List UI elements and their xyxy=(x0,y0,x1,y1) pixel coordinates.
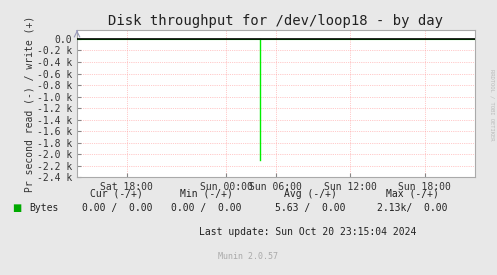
Text: ■: ■ xyxy=(12,203,22,213)
Text: 0.00 /  0.00: 0.00 / 0.00 xyxy=(171,203,242,213)
Text: 5.63 /  0.00: 5.63 / 0.00 xyxy=(275,203,346,213)
Text: Min (-/+): Min (-/+) xyxy=(180,189,233,199)
Text: 0.00 /  0.00: 0.00 / 0.00 xyxy=(82,203,152,213)
Text: Avg (-/+): Avg (-/+) xyxy=(284,189,337,199)
Text: Max (-/+): Max (-/+) xyxy=(386,189,439,199)
Text: Bytes: Bytes xyxy=(29,203,58,213)
Title: Disk throughput for /dev/loop18 - by day: Disk throughput for /dev/loop18 - by day xyxy=(108,14,443,28)
Text: Munin 2.0.57: Munin 2.0.57 xyxy=(219,252,278,261)
Text: Cur (-/+): Cur (-/+) xyxy=(90,189,143,199)
Y-axis label: Pr second read (-) / write (+): Pr second read (-) / write (+) xyxy=(24,16,34,192)
Text: Last update: Sun Oct 20 23:15:04 2024: Last update: Sun Oct 20 23:15:04 2024 xyxy=(199,227,417,237)
Text: 2.13k/  0.00: 2.13k/ 0.00 xyxy=(377,203,448,213)
Text: RRDTOOL / TOBI OETIKER: RRDTOOL / TOBI OETIKER xyxy=(490,69,495,140)
